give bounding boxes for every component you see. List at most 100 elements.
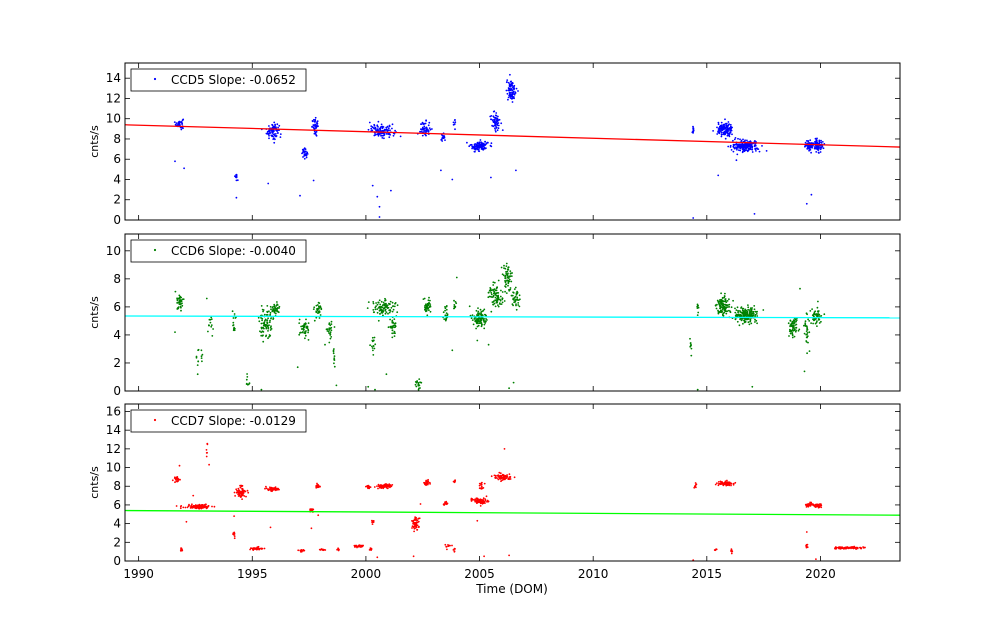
ccd6-point	[489, 287, 492, 289]
ccd7-point	[445, 500, 448, 503]
ccd5-point	[736, 143, 739, 146]
ccd5-point	[276, 123, 279, 126]
ccd6-point	[496, 296, 499, 299]
ccd6-point	[299, 332, 301, 334]
ccd5-point	[312, 118, 315, 121]
ccd5-point	[729, 128, 732, 131]
ccd5-point	[751, 151, 754, 153]
ccd5-point	[427, 129, 429, 131]
ccd6-point	[816, 325, 818, 327]
ccd6-point	[494, 292, 497, 295]
ccd7-point	[498, 476, 501, 479]
ccd6-point	[389, 303, 391, 305]
ccd5-point	[302, 156, 304, 158]
ccd7-point	[496, 477, 498, 479]
ccd6-point	[396, 311, 399, 314]
ccd5-point	[440, 169, 442, 172]
ccd7-point	[192, 494, 195, 497]
ccd6-point	[803, 324, 805, 327]
ccd7-point	[278, 488, 280, 491]
ccd7-point	[177, 479, 180, 482]
ccd6-point	[808, 331, 811, 334]
ccd7-point	[417, 517, 420, 520]
ccd6-point	[792, 319, 795, 322]
ccd6-point	[369, 344, 371, 347]
ccd7-point	[240, 493, 243, 495]
ccd7-point	[195, 507, 198, 510]
ccd6-point	[428, 296, 430, 299]
ccd5-point	[234, 175, 236, 178]
ccd5-point	[815, 151, 818, 153]
ccd6-point	[328, 323, 331, 326]
x-tick-label: 1990	[123, 567, 154, 581]
ccd7-point	[239, 491, 242, 494]
ccd5-point	[716, 126, 718, 129]
ccd6-point	[716, 299, 719, 302]
ccd5-point	[727, 145, 730, 148]
ccd6-point	[444, 314, 447, 317]
ccd6-point	[744, 310, 746, 313]
ccd6-point	[414, 383, 417, 386]
ccd7-point	[417, 526, 420, 529]
ccd6-point	[391, 336, 394, 339]
x-tick-label: 2020	[805, 567, 836, 581]
ccd5-point	[490, 176, 492, 179]
ccd5-point	[451, 178, 454, 181]
ccd5-point	[421, 131, 424, 134]
ccd6-point	[306, 326, 309, 328]
ccd5-point	[724, 118, 726, 121]
ccd5-point	[278, 124, 281, 127]
ccd5-point	[473, 147, 476, 150]
ccd5-point	[387, 132, 390, 135]
ccd6-point	[378, 299, 381, 302]
ccd6-point	[209, 321, 212, 324]
ccd5-point	[314, 123, 316, 126]
ccd5-point	[723, 127, 725, 130]
ccd7-point	[732, 483, 735, 486]
ccd5-point	[810, 193, 813, 196]
ccd7-point	[239, 486, 242, 489]
ccd7-point	[365, 485, 367, 488]
ccd6-point	[268, 335, 270, 338]
ccd7-point	[174, 481, 176, 484]
ccd7-point	[721, 481, 723, 483]
ccd5-point	[273, 141, 276, 144]
ccd6-point	[483, 318, 485, 320]
ccd6-point	[813, 312, 816, 315]
ccd6-point	[332, 352, 335, 355]
ccd6-point	[762, 309, 765, 311]
ccd6-point	[319, 305, 322, 307]
ccd6-point	[428, 309, 430, 312]
ccd7-point	[255, 548, 258, 551]
ccd6-point	[747, 317, 749, 320]
ccd6-point	[178, 303, 181, 306]
ccd6-point	[791, 332, 794, 334]
ccd5-ytick-label: 6	[113, 152, 121, 166]
ccd6-point	[302, 331, 304, 333]
ccd7-point	[483, 500, 485, 503]
ccd6-point	[177, 306, 180, 308]
ccd7-point	[241, 494, 244, 497]
ccd6-point	[381, 306, 384, 309]
ccd6-point	[751, 385, 754, 388]
ccd5-point	[743, 148, 746, 151]
x-tick-label: 2010	[578, 567, 609, 581]
ccd6-point	[386, 304, 389, 307]
ccd6-point	[328, 332, 330, 334]
ccd6-point	[298, 333, 301, 336]
ccd5-point	[268, 125, 270, 127]
ccd5-point	[814, 147, 816, 150]
ccd5-point	[380, 134, 382, 137]
ccd5-point	[517, 90, 519, 92]
ccd6-point	[442, 311, 445, 314]
ccd7-ytick-label: 12	[106, 442, 121, 456]
ccd6-point	[736, 320, 739, 323]
ccd5-point	[311, 126, 313, 128]
ccd7-point	[479, 500, 482, 503]
ccd6-point	[515, 308, 518, 311]
ccd6-point	[819, 315, 821, 317]
ccd7-point	[809, 504, 812, 506]
ccd6-point	[268, 324, 270, 327]
ccd7-point	[233, 535, 236, 537]
ccd6-point	[209, 318, 212, 321]
